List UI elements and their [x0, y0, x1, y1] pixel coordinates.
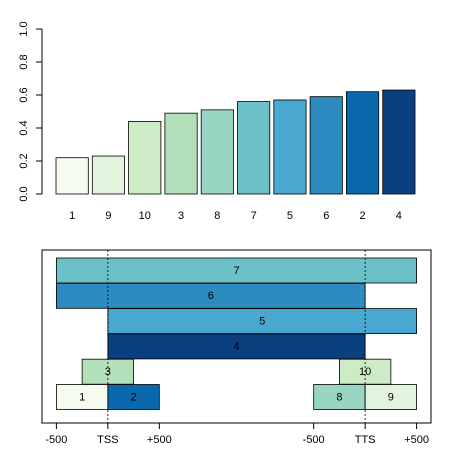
- x-tick-label: 9: [105, 210, 111, 222]
- range-box: [313, 384, 366, 410]
- bar: [128, 121, 162, 195]
- x-tick-label: 10: [139, 210, 151, 222]
- bar: [164, 112, 198, 195]
- x-tick-label: 3: [178, 210, 184, 222]
- box-label: 8: [336, 391, 342, 403]
- x-tick-label: 6: [323, 210, 329, 222]
- range-box: [56, 384, 109, 410]
- range-box: [107, 384, 160, 410]
- x-tick-label: 4: [396, 210, 402, 222]
- y-tick-label: 0.6: [18, 87, 30, 102]
- x-tick-label: 8: [214, 210, 220, 222]
- box-label: 10: [359, 366, 371, 378]
- y-tick-label: 0.2: [18, 153, 30, 168]
- y-tick-label: 1.0: [18, 21, 30, 36]
- bar: [200, 109, 234, 195]
- box-label: 4: [233, 341, 239, 353]
- y-tick-label: 0.0: [18, 186, 30, 201]
- box-label: 9: [388, 391, 394, 403]
- box-label: 1: [79, 391, 85, 403]
- x-tick-label: TSS: [97, 434, 118, 446]
- box-label: 2: [131, 391, 137, 403]
- x-tick-label: +500: [147, 434, 172, 446]
- x-tick-label: 7: [251, 210, 257, 222]
- bar: [309, 96, 343, 195]
- box-label: 3: [105, 366, 111, 378]
- bar: [55, 157, 89, 195]
- bar: [237, 101, 271, 195]
- x-tick-label: -500: [45, 434, 67, 446]
- x-tick-label: 2: [359, 210, 365, 222]
- range-box: [364, 384, 417, 410]
- x-tick-label: TTS: [355, 434, 376, 446]
- bar: [91, 155, 126, 195]
- box-label: 7: [233, 265, 239, 277]
- y-tick-label: 0.4: [18, 120, 30, 135]
- bar: [345, 91, 380, 195]
- bar: [273, 99, 307, 195]
- x-tick-label: 1: [69, 210, 75, 222]
- box-label: 5: [259, 316, 265, 328]
- x-tick-label: +500: [404, 434, 429, 446]
- box-label: 6: [208, 290, 214, 302]
- range-box: [107, 308, 417, 335]
- y-tick-label: 0.8: [18, 54, 30, 69]
- bar: [382, 89, 416, 195]
- x-tick-label: 5: [287, 210, 293, 222]
- x-tick-label: -500: [303, 434, 325, 446]
